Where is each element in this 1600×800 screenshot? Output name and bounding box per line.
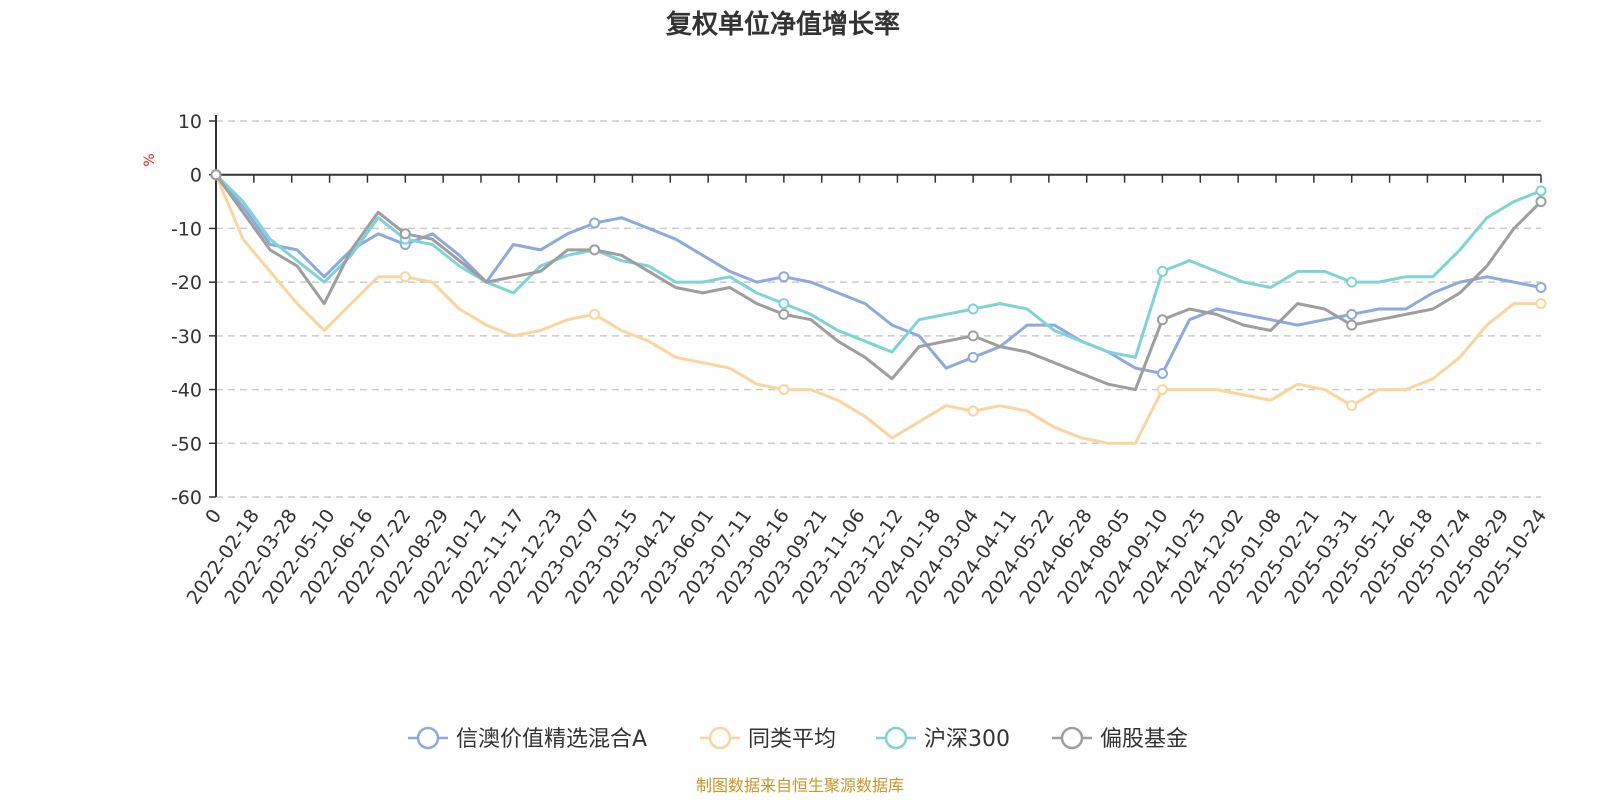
legend-marker-icon [416, 726, 440, 750]
series-point [1156, 314, 1168, 326]
legend-label: 偏股基金 [1100, 727, 1188, 752]
y-tick-label: -10 [171, 218, 202, 240]
legend[interactable]: 信澳价值精选混合A 同类平均 沪深300 偏股基金 [408, 726, 1188, 752]
y-tick-label: -60 [171, 487, 202, 509]
legend-label: 信澳价值精选混合A [456, 727, 647, 752]
series-point [589, 217, 601, 229]
grid-lines [216, 120, 1541, 498]
series-point [1156, 367, 1168, 379]
legend-marker-icon [884, 726, 908, 750]
series-point [210, 169, 222, 181]
series-point [778, 308, 790, 320]
series-point [1346, 276, 1358, 288]
series-point [778, 271, 790, 283]
series-point [1535, 196, 1547, 208]
series-point [967, 405, 979, 417]
y-tick-label: 0 [190, 165, 202, 187]
series-point [399, 228, 411, 240]
series-line [214, 173, 1543, 392]
legend-item[interactable]: 信澳价值精选混合A [408, 726, 647, 752]
series-point [589, 244, 601, 256]
legend-label: 沪深300 [924, 727, 1010, 752]
series-point [1535, 185, 1547, 197]
series-line [214, 173, 1542, 375]
legend-marker-icon [708, 726, 732, 750]
series-point [1535, 298, 1547, 310]
y-tick-label: -40 [171, 380, 202, 402]
series-point [967, 303, 979, 315]
series-line [214, 174, 1541, 445]
series-line [214, 173, 1542, 359]
series-point [1346, 319, 1358, 331]
axes: 100-10-20-30-40-50-6002022-02-182022-03-… [171, 111, 1551, 608]
series-point [1156, 265, 1168, 277]
legend-marker-icon [1060, 726, 1084, 750]
legend-item[interactable]: 偏股基金 [1052, 726, 1188, 752]
source-note: 制图数据来自恒生聚源数据库 [696, 776, 904, 795]
series-point [1535, 282, 1547, 294]
legend-item[interactable]: 同类平均 [700, 726, 836, 752]
y-tick-label: 10 [178, 111, 202, 133]
x-tick-label: 0 [201, 505, 226, 528]
legend-item[interactable]: 沪深300 [876, 726, 1010, 752]
legend-label: 同类平均 [748, 727, 836, 752]
y-tick-label: -50 [171, 433, 202, 455]
series-point [967, 330, 979, 342]
y-tick-label: -30 [171, 326, 202, 348]
series-point [778, 298, 790, 310]
series-point [1156, 384, 1168, 396]
y-tick-label: -20 [171, 272, 202, 294]
series-point [399, 271, 411, 283]
y-axis-unit: % [142, 153, 158, 166]
chart-title: 复权单位净值增长率 [666, 9, 900, 40]
series-lines [210, 169, 1547, 445]
series-point [967, 351, 979, 363]
series-point [778, 384, 790, 396]
series-point [1346, 400, 1358, 412]
series-point [1346, 308, 1358, 320]
series-point [589, 308, 601, 320]
